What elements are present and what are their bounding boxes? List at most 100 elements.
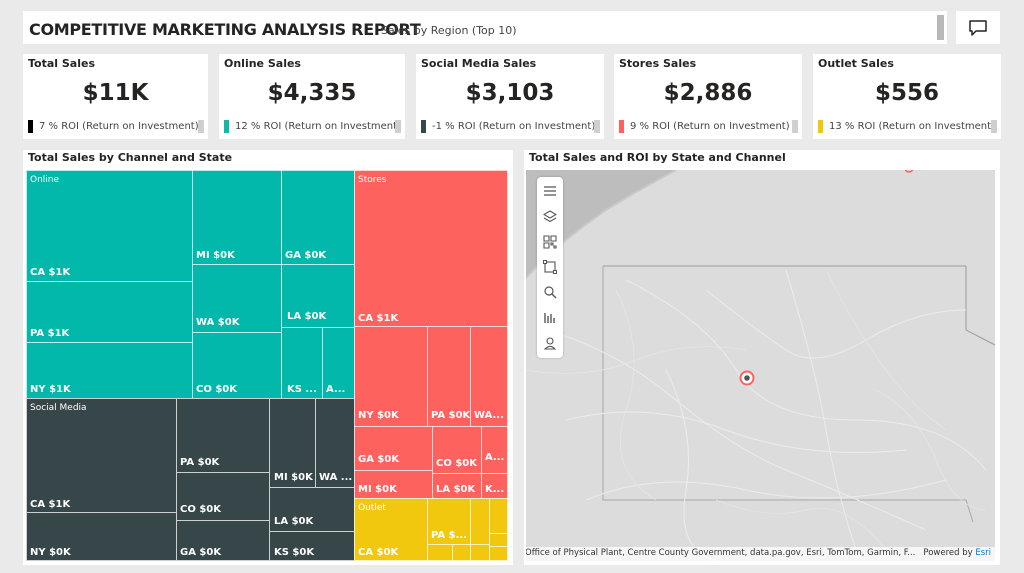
kpi-roi: 7 % ROI (Return on Investment) bbox=[39, 121, 199, 132]
treemap-group-label: Stores bbox=[358, 175, 387, 185]
kpi-card-outlet-sales[interactable]: Outlet Sales $556 13 % ROI (Return on In… bbox=[813, 54, 1001, 139]
map-menu-button[interactable] bbox=[537, 179, 563, 203]
treemap-tile-label: NY $0K bbox=[30, 547, 71, 558]
treemap-tile-label: K... bbox=[485, 484, 505, 495]
treemap-tile-online-ks[interactable] bbox=[281, 327, 323, 399]
treemap-panel: Total Sales by Channel and State bbox=[23, 150, 513, 565]
kpi-scrollbar[interactable] bbox=[792, 120, 798, 133]
map-qr-button[interactable] bbox=[537, 230, 563, 254]
treemap-tile-label: WA... bbox=[474, 410, 504, 421]
kpi-card-total-sales[interactable]: Total Sales $11K 7 % ROI (Return on Inve… bbox=[23, 54, 208, 139]
treemap-tile-label: LA $0K bbox=[436, 484, 476, 495]
map-canvas[interactable]: PSU Office of Physical Plant, Centre Cou… bbox=[526, 170, 995, 561]
treemap-tile-outlet-small-1[interactable] bbox=[470, 498, 490, 545]
treemap-tile-online-a[interactable] bbox=[322, 327, 355, 399]
kpi-color-swatch bbox=[224, 120, 229, 133]
treemap-group-label: Online bbox=[30, 175, 60, 185]
treemap-tile-online-pa[interactable] bbox=[26, 281, 193, 343]
treemap-tile-label: CA $1K bbox=[30, 499, 71, 510]
kpi-color-swatch bbox=[28, 120, 33, 133]
treemap-group-label: Outlet bbox=[358, 503, 386, 513]
treemap-tile-label: GA $0K bbox=[358, 454, 400, 465]
kpi-value: $11K bbox=[82, 80, 149, 106]
treemap-tile-outlet-small-5[interactable] bbox=[452, 544, 471, 561]
treemap-tile-label: GA $0K bbox=[285, 250, 327, 261]
treemap-tile-label: PA $0K bbox=[180, 457, 220, 468]
kpi-scrollbar[interactable] bbox=[395, 120, 401, 133]
kpi-scrollbar[interactable] bbox=[991, 120, 997, 133]
treemap-tile-label: A... bbox=[485, 452, 505, 463]
treemap-tile-label: CO $0K bbox=[196, 384, 237, 395]
treemap-tile-label: LA $0K bbox=[274, 516, 314, 527]
treemap-tile-outlet-small-3[interactable] bbox=[489, 533, 508, 547]
user-icon bbox=[543, 337, 557, 350]
comment-button[interactable] bbox=[956, 11, 1000, 44]
map-basemap bbox=[526, 170, 995, 561]
treemap-tile-outlet-small-2[interactable] bbox=[489, 498, 508, 534]
map-attribution-text: PSU Office of Physical Plant, Centre Cou… bbox=[526, 548, 916, 558]
treemap-tile-social-ca[interactable] bbox=[26, 398, 177, 513]
treemap-tile-online-ca[interactable] bbox=[26, 170, 193, 282]
qr-code-icon bbox=[543, 235, 557, 249]
treemap-tile-social-ny[interactable] bbox=[26, 512, 177, 561]
treemap-tile-stores-pa[interactable] bbox=[427, 326, 471, 427]
map-title: Total Sales and ROI by State and Channel bbox=[529, 151, 786, 164]
treemap-tile-online-ny[interactable] bbox=[26, 342, 193, 399]
kpi-title: Online Sales bbox=[224, 57, 301, 70]
treemap-tile-online-co[interactable] bbox=[192, 332, 282, 399]
treemap-tile-stores-ny[interactable] bbox=[354, 326, 428, 427]
treemap-tile-label: CA $1K bbox=[358, 313, 399, 324]
map-select-button[interactable] bbox=[537, 255, 563, 279]
treemap-tile-social-ga[interactable] bbox=[176, 520, 270, 561]
kpi-card-stores-sales[interactable]: Stores Sales $2,886 9 % ROI (Return on I… bbox=[614, 54, 802, 139]
treemap-tile-social-co[interactable] bbox=[176, 472, 270, 521]
powered-by-text: Powered by bbox=[923, 548, 973, 558]
kpi-roi: -1 % ROI (Return on Investment) bbox=[432, 121, 596, 132]
treemap-tile-outlet-small-7[interactable] bbox=[489, 546, 508, 561]
treemap-tile-label: KS $0K bbox=[274, 547, 315, 558]
treemap: Online Social Media Stores Outlet CA $1K… bbox=[26, 170, 508, 561]
kpi-card-online-sales[interactable]: Online Sales $4,335 12 % ROI (Return on … bbox=[219, 54, 405, 139]
report-subtitle: Sales by Region (Top 10) bbox=[381, 24, 517, 37]
esri-link[interactable]: Esri bbox=[975, 548, 991, 558]
comment-icon bbox=[969, 19, 987, 36]
treemap-tile-outlet-pa[interactable] bbox=[427, 498, 471, 545]
treemap-tile-online-ga[interactable] bbox=[281, 170, 355, 265]
kpi-card-social-media-sales[interactable]: Social Media Sales $3,103 -1 % ROI (Retu… bbox=[416, 54, 604, 139]
zoom-icon bbox=[544, 286, 557, 299]
kpi-color-swatch bbox=[619, 120, 624, 133]
treemap-tile-online-la[interactable] bbox=[281, 264, 355, 328]
treemap-tile-label: NY $1K bbox=[30, 384, 71, 395]
treemap-tile-stores-k[interactable] bbox=[481, 473, 508, 499]
kpi-color-swatch bbox=[421, 120, 426, 133]
map-user-button[interactable] bbox=[537, 331, 563, 355]
kpi-scrollbar[interactable] bbox=[594, 120, 600, 133]
kpi-value: $4,335 bbox=[267, 80, 357, 106]
map-layers-button[interactable] bbox=[537, 205, 563, 229]
kpi-color-swatch bbox=[818, 120, 823, 133]
treemap-tile-label: WA ... bbox=[319, 472, 353, 483]
treemap-tile-label: PA $... bbox=[431, 530, 467, 541]
treemap-tile-label: KS ... bbox=[287, 384, 317, 395]
treemap-tile-outlet-small-6[interactable] bbox=[470, 544, 490, 561]
map-zoom-button[interactable] bbox=[537, 280, 563, 304]
kpi-value: $2,886 bbox=[663, 80, 753, 106]
kpi-roi: 13 % ROI (Return on Investment) bbox=[829, 121, 995, 132]
bar-chart-icon bbox=[544, 313, 555, 323]
header-scrollbar[interactable] bbox=[937, 15, 944, 40]
treemap-tile-stores-ca[interactable] bbox=[354, 170, 508, 327]
treemap-title: Total Sales by Channel and State bbox=[28, 151, 233, 164]
treemap-tile-label: PA $0K bbox=[431, 410, 471, 421]
report-title: COMPETITIVE MARKETING ANALYSIS REPORT bbox=[29, 20, 421, 39]
treemap-tile-label: LA $0K bbox=[287, 311, 327, 322]
kpi-scrollbar[interactable] bbox=[198, 120, 204, 133]
report-header: COMPETITIVE MARKETING ANALYSIS REPORT Sa… bbox=[23, 11, 947, 44]
treemap-tile-label: MI $0K bbox=[358, 484, 397, 495]
treemap-tile-social-ks[interactable] bbox=[269, 531, 355, 561]
treemap-tile-outlet-small-4[interactable] bbox=[427, 544, 453, 561]
treemap-tile-stores-wa[interactable] bbox=[470, 326, 508, 427]
layers-icon bbox=[543, 210, 557, 223]
treemap-tile-stores-a[interactable] bbox=[481, 426, 508, 474]
map-chart-button[interactable] bbox=[537, 305, 563, 329]
kpi-title: Stores Sales bbox=[619, 57, 697, 70]
